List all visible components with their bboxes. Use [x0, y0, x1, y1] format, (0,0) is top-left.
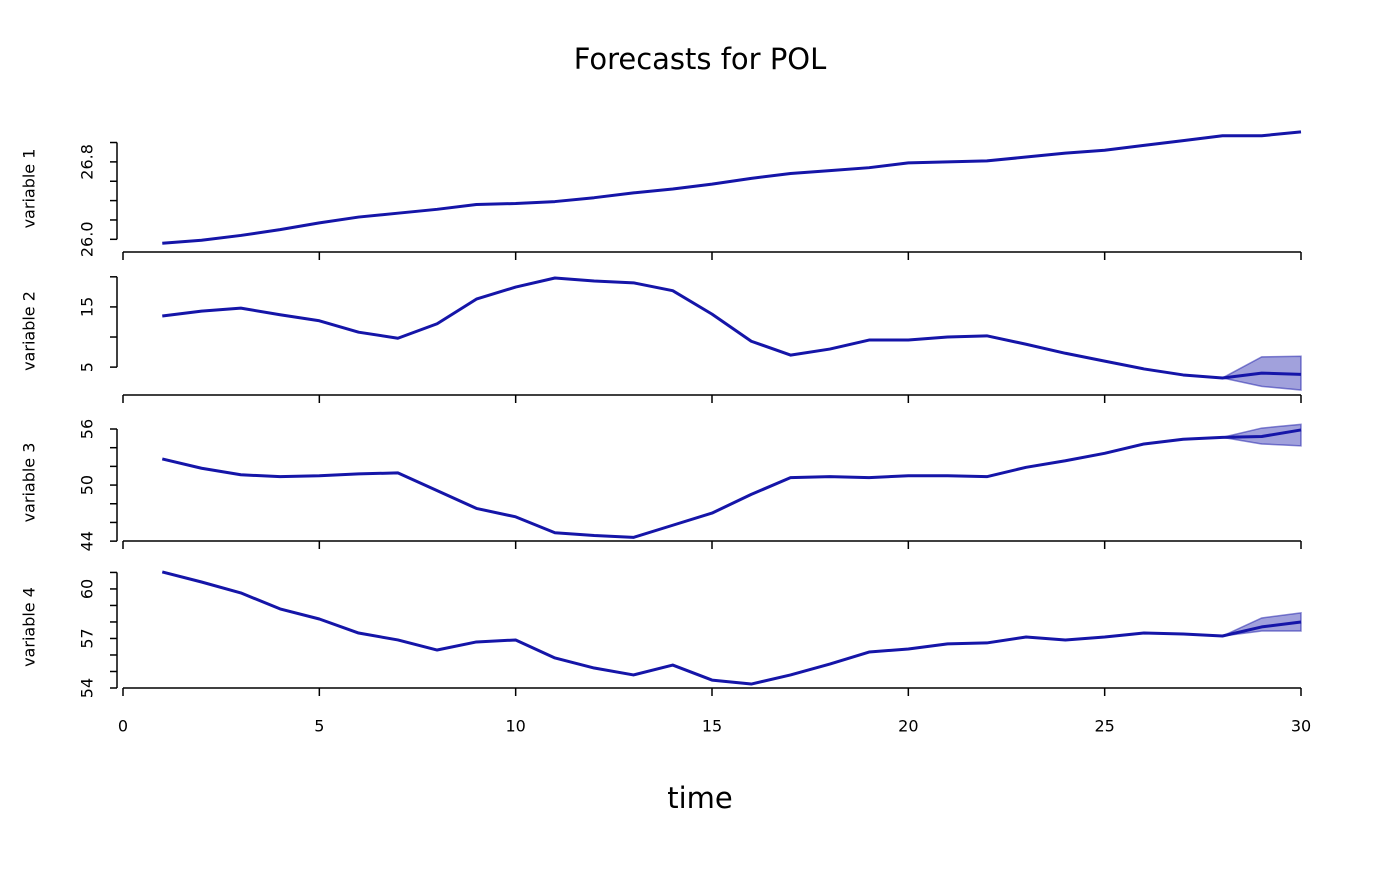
x-tick-label: 15 [702, 717, 722, 736]
y-tick-label: 56 [78, 419, 97, 439]
y-tick-label: 54 [78, 678, 97, 698]
y-tick-label: 50 [78, 475, 97, 495]
y-tick-label: 26.0 [78, 222, 97, 258]
y-tick-label: 60 [78, 579, 97, 599]
y-axis-label: variable 3 [20, 443, 39, 523]
series-line [161, 570, 1302, 686]
y-axis-label: variable 4 [20, 587, 39, 667]
x-tick-label: 25 [1094, 717, 1114, 736]
x-tick-label: 20 [898, 717, 918, 736]
series-line [162, 130, 1302, 245]
series-line [162, 276, 1302, 380]
y-tick-label: 44 [78, 531, 97, 551]
y-tick-label: 57 [78, 628, 97, 648]
x-tick-label: 5 [314, 717, 324, 736]
x-tick-label: 0 [118, 717, 128, 736]
y-tick-label: 15 [78, 297, 97, 317]
y-axis-label: variable 2 [20, 291, 39, 371]
series-line [161, 428, 1302, 539]
x-axis-label: time [667, 781, 733, 815]
x-tick-label: 30 [1291, 717, 1311, 736]
y-tick-label: 5 [78, 362, 97, 372]
x-tick-label: 10 [505, 717, 525, 736]
y-axis-label: variable 1 [20, 149, 39, 229]
y-tick-label: 26.8 [78, 144, 97, 180]
chart-title: Forecasts for POL [574, 42, 827, 76]
